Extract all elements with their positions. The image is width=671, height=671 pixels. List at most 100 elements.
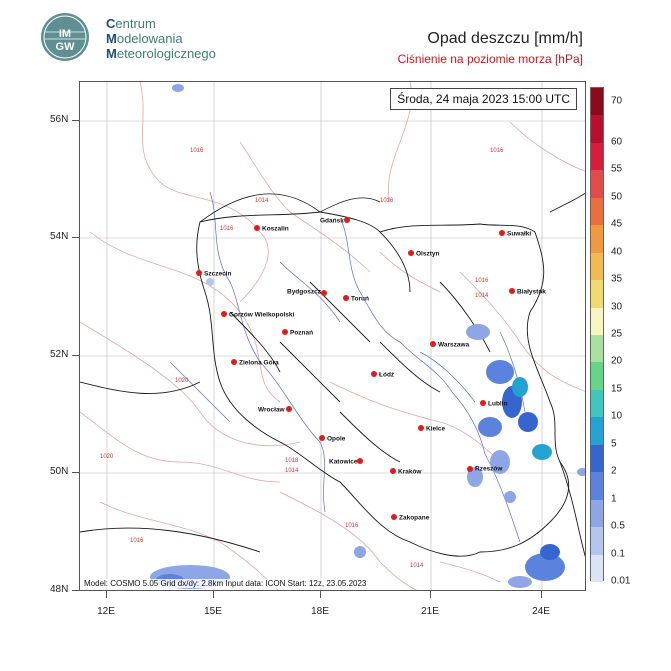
map-canvas: 1016 1016 1016 1014 1014 1016 1020 1020 …	[80, 82, 585, 590]
lon-tick	[541, 591, 542, 598]
city-label: Koszalin	[262, 225, 289, 233]
isobar-label: 1020	[100, 454, 114, 460]
lat-tick	[72, 120, 79, 121]
lon-tick	[213, 591, 214, 598]
city-marker	[391, 514, 397, 520]
lat-label: 54N	[50, 231, 69, 242]
city-marker	[282, 329, 288, 335]
city-label: Suwałki	[507, 230, 532, 238]
svg-text:GW: GW	[56, 41, 76, 53]
legend-level-label: 0.01	[611, 575, 631, 587]
lat-tick	[72, 590, 79, 591]
city-label: Białystok	[517, 288, 546, 296]
imgw-logo: IM GW Centrum Modelowania Meteorologiczn…	[40, 12, 236, 64]
legend-color-box	[591, 225, 603, 253]
city-label: Warszawa	[438, 341, 470, 349]
city-label: Zakopane	[399, 514, 430, 522]
lon-label: 12E	[97, 606, 115, 617]
isobar-label: 1016	[220, 226, 234, 232]
precip-color-scale	[590, 87, 604, 582]
legend-color-box	[591, 362, 603, 390]
city-label: Kraków	[398, 468, 422, 476]
city-marker	[196, 270, 202, 276]
isobar-label: 1016	[490, 148, 504, 154]
city-marker	[286, 406, 292, 412]
legend-level-label: 15	[611, 383, 623, 395]
lat-label: 52N	[50, 349, 69, 360]
institute-name: Centrum Modelowania Meteorologicznego	[106, 16, 216, 61]
legend-color-box	[591, 280, 603, 308]
lat-label: 48N	[50, 584, 69, 595]
legend-color-box	[591, 170, 603, 198]
city-label: Łódź	[379, 371, 395, 379]
map-title: Opad deszczu [mm/h]	[427, 30, 583, 47]
map-panel: 1016 1016 1016 1014 1014 1016 1020 1020 …	[79, 81, 586, 591]
legend-color-box	[591, 252, 603, 281]
city-marker	[321, 290, 327, 296]
city-label: Bydgoszcz	[287, 288, 321, 296]
legend-color-box	[591, 389, 603, 418]
city-marker	[509, 288, 515, 294]
isobar-label: 1016	[345, 523, 359, 529]
isobar-label: 1014	[410, 563, 424, 569]
city-marker	[319, 435, 325, 441]
lat-label: 56N	[50, 114, 69, 125]
legend-color-box	[591, 115, 603, 143]
legend-color-box	[591, 527, 603, 555]
city-label: Rzeszów	[475, 465, 503, 473]
legend-color-box	[591, 197, 603, 226]
borders	[80, 192, 585, 558]
lon-label: 15E	[204, 606, 222, 617]
isobar-label: 1020	[175, 378, 189, 384]
city-label: Kielce	[426, 425, 446, 433]
city-label: Katowice	[329, 458, 358, 466]
city-marker	[371, 371, 377, 377]
isobar-label: 1018	[285, 458, 299, 464]
legend-level-label: 10	[611, 410, 623, 422]
isobar-label: 1014	[285, 468, 299, 474]
city-label: Gdańsk	[320, 217, 344, 225]
lon-label: 18E	[311, 606, 329, 617]
city-label: Lublin	[488, 400, 508, 408]
legend-level-label: 25	[611, 328, 623, 340]
city-marker	[344, 217, 350, 223]
city-label: Zielona Góra	[239, 359, 279, 367]
legend-color-box	[591, 417, 603, 445]
lon-tick	[106, 591, 107, 598]
forecast-datetime: Środa, 24 maja 2023 15:00 UTC	[390, 88, 577, 110]
isobar-label: 1014	[255, 198, 269, 204]
city-marker	[254, 225, 260, 231]
isobar-label: 1016	[380, 198, 394, 204]
legend-level-label: 5	[611, 438, 617, 450]
city-marker	[418, 425, 424, 431]
city-marker	[467, 466, 473, 472]
legend-level-label: 55	[611, 163, 623, 175]
isobar-labels: 1016 1016 1016 1014 1014 1016 1020 1020 …	[100, 148, 504, 569]
legend-level-label: 60	[611, 136, 623, 148]
legend-level-label: 50	[611, 191, 623, 203]
city-marker	[357, 458, 363, 464]
city-marker	[231, 359, 237, 365]
rivers	[169, 191, 526, 543]
model-info: Model: COSMO 5.05 Grid dx/dy: 2.8km Inpu…	[84, 579, 367, 588]
legend-level-label: 0.5	[611, 520, 625, 532]
legend-level-label: 35	[611, 273, 623, 285]
legend-color-box	[591, 335, 603, 363]
svg-text:IM: IM	[59, 28, 71, 40]
legend-color-box	[591, 554, 603, 582]
isobar-label: 1016	[190, 148, 204, 154]
city-marker	[430, 341, 436, 347]
legend-level-label: 70	[611, 95, 623, 107]
isobar-label: 1014	[475, 293, 489, 299]
legend-level-label: 0.1	[611, 548, 625, 560]
city-label: Gorzów Wielkopolski	[229, 311, 295, 319]
lon-label: 21E	[421, 606, 439, 617]
city-label: Wrocław	[258, 406, 285, 414]
imgw-badge-icon: IM GW	[41, 13, 89, 61]
isobar-label: 1016	[475, 278, 489, 284]
legend-color-box	[591, 444, 603, 473]
city-marker	[221, 311, 227, 317]
legend-color-box	[591, 472, 603, 500]
legend-color-box	[591, 142, 603, 171]
city-marker	[499, 230, 505, 236]
